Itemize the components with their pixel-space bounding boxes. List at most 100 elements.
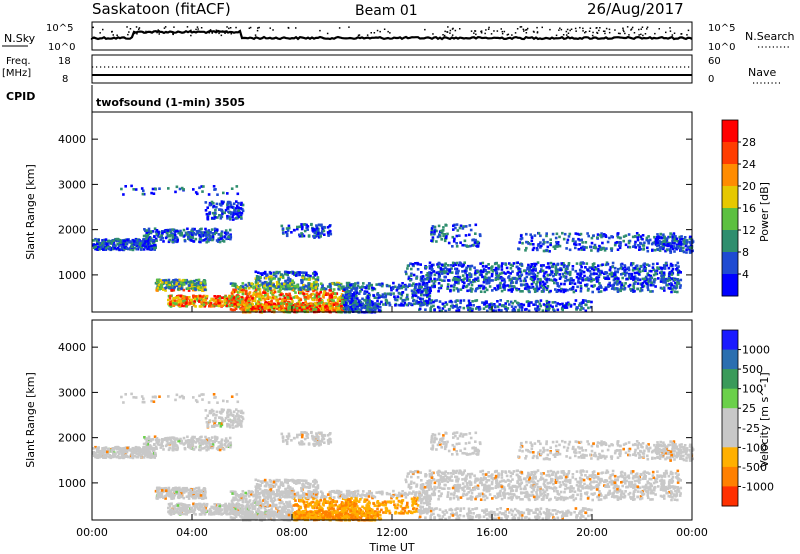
power-cell xyxy=(523,287,527,290)
power-cell xyxy=(390,286,393,290)
power-cell xyxy=(190,302,194,305)
power-cell xyxy=(392,281,395,285)
power-cell xyxy=(622,239,625,243)
power-cell xyxy=(616,283,619,286)
power-cell xyxy=(539,234,542,238)
power-cell xyxy=(539,279,542,282)
nave-tick-top: 60 xyxy=(708,56,721,67)
power-cell xyxy=(592,234,595,237)
power-cell xyxy=(598,270,601,274)
power-cell xyxy=(106,242,109,246)
power-cell xyxy=(430,239,433,242)
power-cell xyxy=(135,239,139,242)
power-cell xyxy=(350,309,353,313)
power-cell xyxy=(304,298,307,301)
power-cell xyxy=(251,303,254,306)
power-cell xyxy=(179,299,182,302)
power-cell xyxy=(555,267,558,271)
power-cell xyxy=(668,278,672,282)
power-cell xyxy=(273,277,276,280)
power-cell xyxy=(568,273,572,277)
power-cell xyxy=(476,240,480,244)
power-cell xyxy=(291,279,294,282)
power-cell xyxy=(142,240,145,243)
power-cell xyxy=(497,264,500,267)
power-cell xyxy=(350,289,353,292)
power-cell xyxy=(462,278,465,282)
power-cell xyxy=(207,229,211,232)
power-cell xyxy=(646,246,649,250)
power-cell xyxy=(619,267,623,270)
nsearch-dot xyxy=(220,34,223,37)
power-cell xyxy=(630,262,633,265)
power-cell xyxy=(462,299,466,302)
power-cell xyxy=(628,239,632,243)
nsearch-dot xyxy=(226,26,228,28)
power-cell xyxy=(356,281,360,285)
power-cell xyxy=(370,308,374,312)
power-cell xyxy=(437,272,441,276)
power-cell xyxy=(433,277,436,281)
power-cell xyxy=(198,234,201,237)
power-cell xyxy=(530,282,534,286)
power-cell xyxy=(218,296,221,300)
power-cell xyxy=(518,276,522,280)
power-cell xyxy=(222,191,225,195)
power-cell xyxy=(630,274,634,278)
nsearch-dot xyxy=(218,32,220,35)
power-cell xyxy=(316,277,320,280)
power-cell xyxy=(373,287,377,291)
power-cell xyxy=(675,237,679,241)
power-cell xyxy=(585,262,589,265)
power-cell xyxy=(194,288,197,291)
power-cell xyxy=(373,310,377,313)
power-cell xyxy=(223,231,227,235)
power-cell xyxy=(334,302,338,305)
power-cell xyxy=(585,283,589,286)
power-cell xyxy=(178,285,181,288)
power-cell xyxy=(240,296,244,299)
power-cell xyxy=(312,276,315,279)
power-cell xyxy=(454,263,458,266)
power-cell xyxy=(574,289,578,292)
power-cell xyxy=(566,303,569,307)
power-cell xyxy=(618,288,622,291)
power-cell xyxy=(359,286,362,289)
power-cell xyxy=(349,292,352,296)
nsearch-dot xyxy=(526,27,529,30)
nsearch-dot xyxy=(575,30,577,32)
power-cell xyxy=(311,284,315,288)
power-cell xyxy=(463,244,466,247)
power-cell xyxy=(433,280,437,283)
power-cell xyxy=(404,288,408,291)
nsearch-dot xyxy=(673,32,676,34)
power-cell xyxy=(485,300,488,303)
power-cell xyxy=(272,272,276,276)
power-cell xyxy=(293,271,297,275)
power-cell xyxy=(616,267,620,271)
power-cell xyxy=(584,309,588,313)
power-cell xyxy=(425,266,428,269)
power-cell xyxy=(484,305,488,308)
power-cell xyxy=(517,267,520,270)
power-cell xyxy=(98,243,102,247)
power-cell xyxy=(198,294,202,298)
power-cell xyxy=(481,261,485,265)
power-cell xyxy=(501,283,505,287)
power-cell xyxy=(450,271,454,274)
power-cell xyxy=(126,238,129,242)
power-cell xyxy=(342,294,345,297)
nsearch-dot xyxy=(387,30,389,33)
power-cell xyxy=(590,249,593,252)
power-cell xyxy=(94,247,97,251)
power-cell xyxy=(418,282,421,286)
power-cell xyxy=(314,293,317,297)
power-cell xyxy=(577,280,580,283)
power-cell xyxy=(433,308,436,312)
nave-label: Nave xyxy=(748,66,776,79)
power-cell xyxy=(361,302,365,305)
power-cell xyxy=(403,285,406,288)
power-cell xyxy=(446,264,450,267)
power-cell xyxy=(579,287,583,290)
